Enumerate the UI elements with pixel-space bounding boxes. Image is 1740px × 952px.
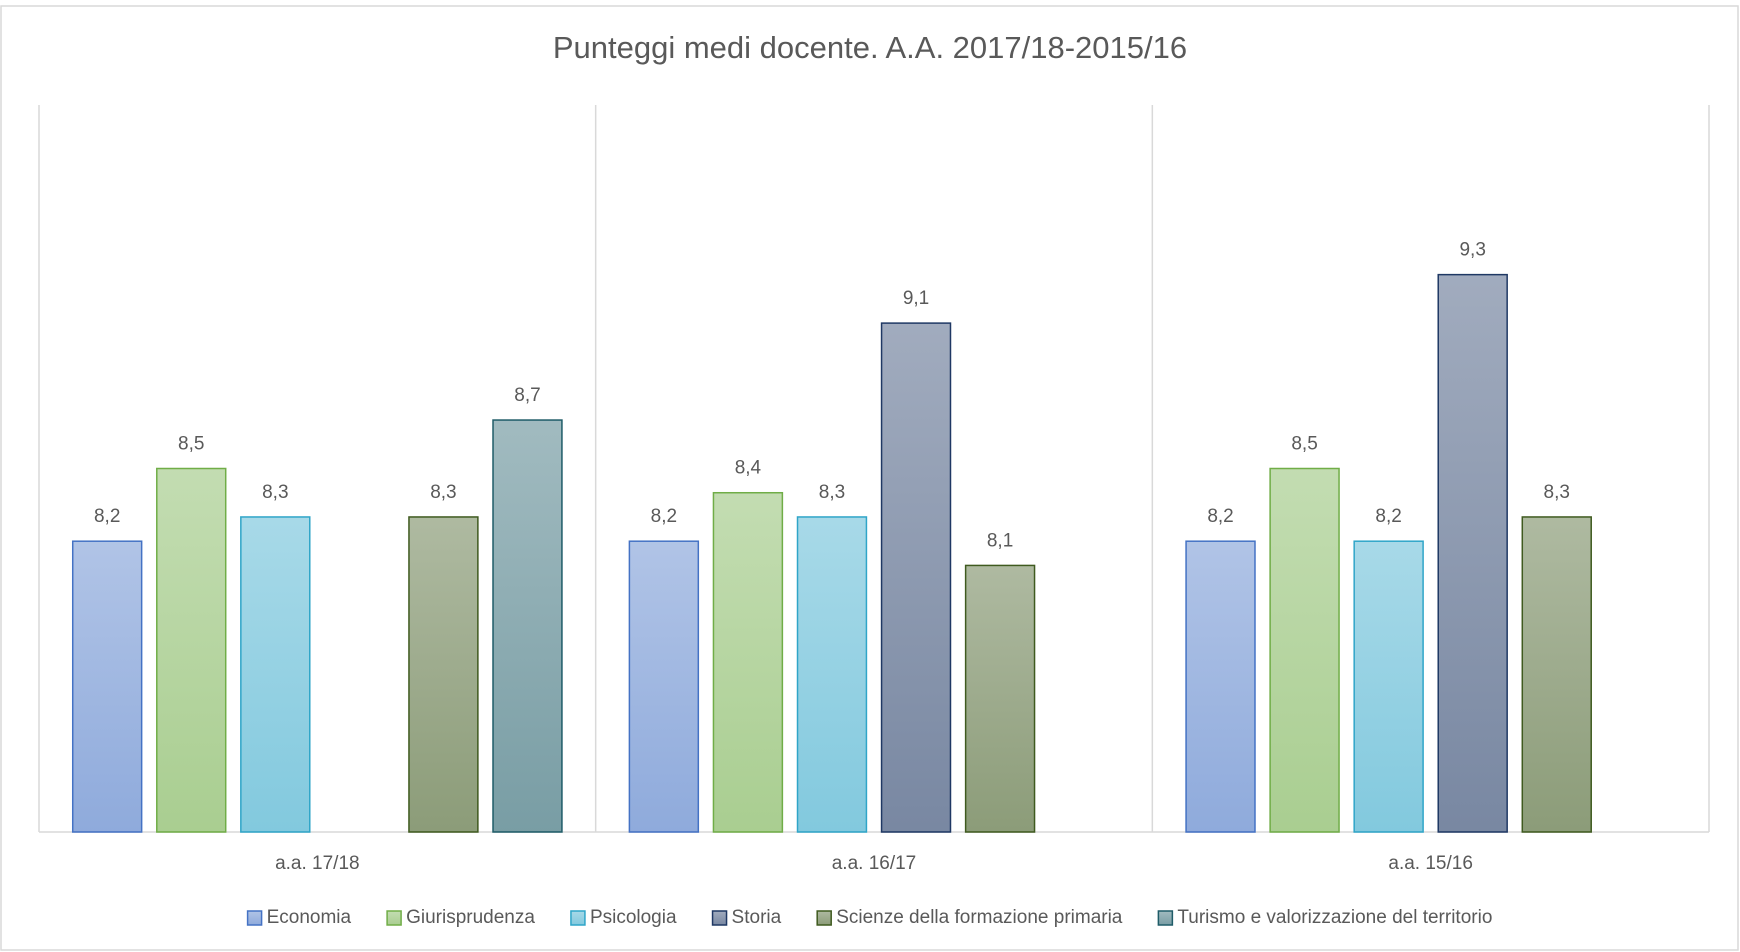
- legend-swatch: [570, 910, 586, 926]
- bar: [1521, 516, 1592, 833]
- legend-label: Giurisprudenza: [406, 907, 535, 928]
- bar: [712, 491, 784, 833]
- bar: [408, 516, 479, 833]
- legend-item: Economia: [246, 907, 352, 928]
- legend-swatch: [246, 910, 263, 926]
- bar: [880, 322, 952, 833]
- data-label: 9,3: [1459, 240, 1485, 261]
- data-label: 9,1: [903, 288, 929, 309]
- legend-swatch: [711, 910, 728, 926]
- bar: [1353, 540, 1424, 833]
- legend-item: Storia: [711, 907, 782, 928]
- legend-swatch: [816, 910, 832, 926]
- legend-label: Economia: [267, 907, 352, 928]
- data-label: 8,7: [514, 385, 540, 406]
- bar: [240, 516, 311, 833]
- data-label: 8,3: [262, 482, 288, 503]
- legend-label: Psicologia: [590, 907, 677, 928]
- bar: [964, 564, 1036, 833]
- legend-item: Giurisprudenza: [386, 907, 535, 928]
- legend-label: Storia: [732, 907, 782, 928]
- data-label: 8,2: [1207, 506, 1233, 527]
- x-tick-label: a.a. 17/18: [275, 853, 360, 874]
- data-label: 8,2: [1375, 506, 1401, 527]
- data-label: 8,3: [430, 482, 456, 503]
- legend-label: Scienze della formazione primaria: [836, 907, 1123, 928]
- bar: [796, 516, 868, 833]
- legend-item: Psicologia: [570, 907, 677, 928]
- legend-swatch: [1157, 910, 1174, 926]
- bar: [492, 419, 563, 833]
- legend-label: Turismo e valorizzazione del territorio: [1177, 907, 1492, 928]
- data-label: 8,3: [1544, 482, 1570, 503]
- bar: [1269, 467, 1340, 833]
- bar: [71, 540, 143, 833]
- chart-title: Punteggi medi docente. A.A. 2017/18-2015…: [553, 30, 1187, 65]
- bar: [1437, 273, 1508, 833]
- x-tick-label: a.a. 15/16: [1388, 853, 1473, 874]
- data-label: 8,5: [1291, 434, 1317, 455]
- bar: [156, 467, 227, 833]
- data-label: 8,2: [651, 506, 677, 527]
- x-tick-label: a.a. 16/17: [832, 853, 917, 874]
- bar: [628, 540, 700, 833]
- data-label: 8,5: [178, 434, 204, 455]
- data-label: 8,2: [94, 506, 120, 527]
- legend-item: Turismo e valorizzazione del territorio: [1157, 907, 1492, 928]
- data-label: 8,1: [987, 530, 1013, 551]
- data-label: 8,4: [735, 458, 762, 479]
- data-label: 8,3: [819, 482, 845, 503]
- legend-swatch: [386, 910, 402, 926]
- bar: [1185, 540, 1256, 833]
- legend-item: Scienze della formazione primaria: [816, 907, 1123, 928]
